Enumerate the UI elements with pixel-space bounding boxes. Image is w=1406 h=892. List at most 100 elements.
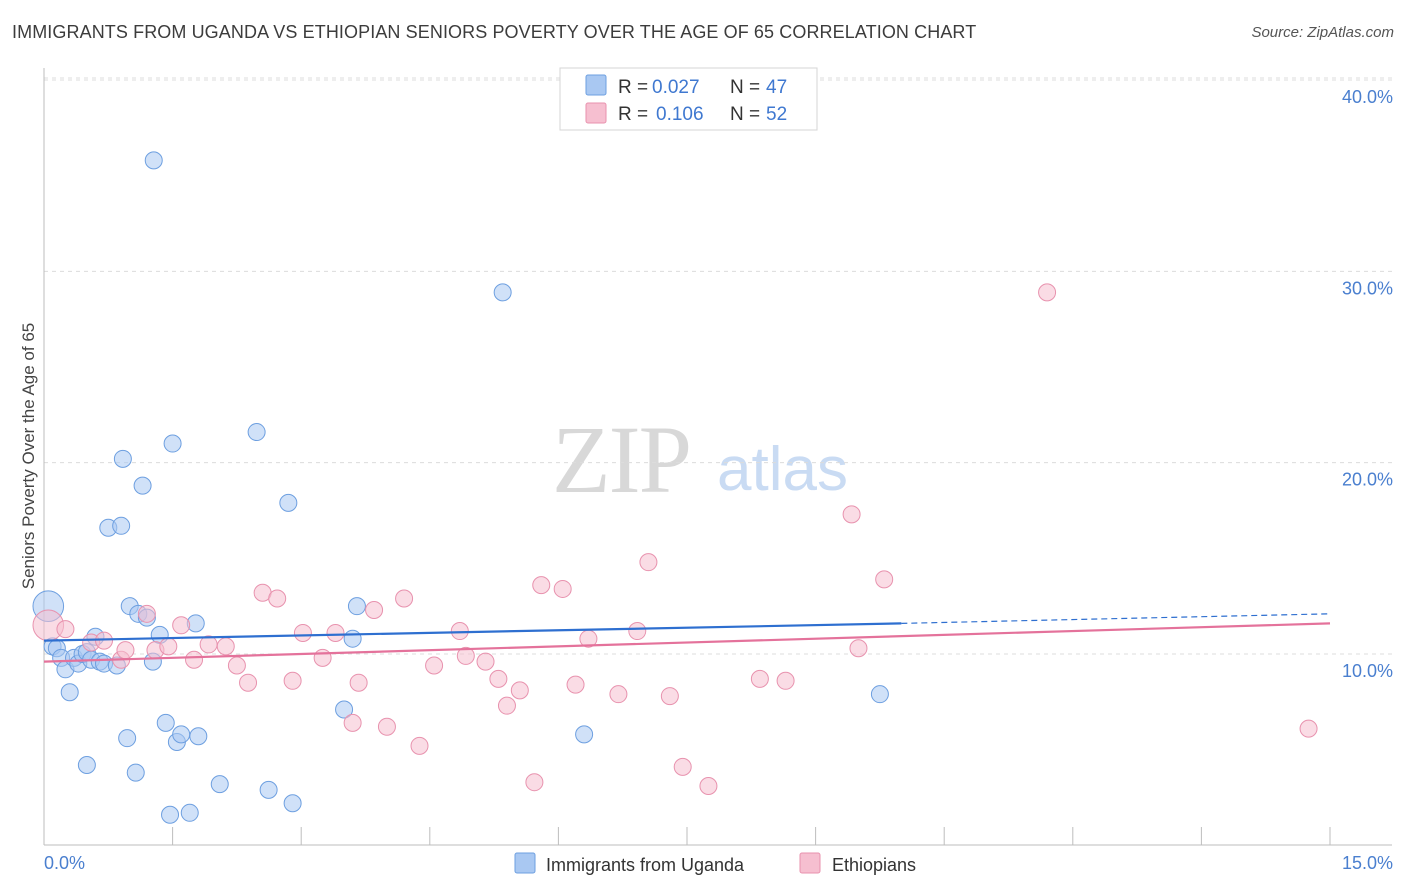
ethiopian-point	[326, 623, 345, 642]
ethiopian-point	[776, 671, 795, 690]
y-tick-label: 40.0%	[1342, 87, 1393, 107]
ethiopian-trend-line	[43, 622, 1331, 663]
legend: R = 0.027 N = 47 R = 0.106 N = 52	[559, 67, 818, 131]
ethiopian-point	[377, 717, 396, 736]
uganda-point	[172, 725, 191, 744]
ethiopian-point	[349, 673, 368, 692]
legend-r-value-1: 0.027	[652, 77, 700, 98]
ethiopian-point	[660, 687, 679, 706]
ethiopian-point	[553, 579, 572, 598]
uganda-points	[32, 151, 889, 824]
ethiopian-point	[268, 589, 287, 608]
ethiopian-points	[32, 283, 1318, 796]
x-minor-ticks	[172, 827, 1331, 845]
ethiopian-point	[283, 671, 302, 690]
uganda-point	[189, 727, 208, 746]
y-tick-label: 20.0%	[1342, 470, 1393, 490]
ethiopian-point	[1299, 719, 1318, 738]
uganda-point	[343, 629, 362, 648]
bottom-legend-swatch-pink	[799, 852, 821, 874]
uganda-trend-extension	[901, 613, 1331, 624]
ethiopian-point	[639, 553, 658, 572]
legend-n-value-2: 52	[766, 104, 787, 125]
uganda-point	[60, 683, 79, 702]
uganda-trend-line	[43, 622, 902, 642]
uganda-point	[113, 449, 132, 468]
ethiopian-point	[425, 656, 444, 675]
uganda-point	[283, 794, 302, 813]
ethiopian-point	[227, 656, 246, 675]
legend-r-label-1: R =	[618, 77, 648, 98]
uganda-point	[870, 685, 889, 704]
ethiopian-point	[1038, 283, 1057, 302]
uganda-point	[156, 713, 175, 732]
ethiopian-point	[313, 648, 332, 667]
ethiopian-point	[875, 570, 894, 589]
x-tick-label: 0.0%	[44, 853, 85, 873]
ethiopian-point	[489, 669, 508, 688]
ethiopian-point	[532, 576, 551, 595]
watermark-atlas: atlas	[717, 435, 848, 504]
y-tick-label: 10.0%	[1342, 661, 1393, 681]
uganda-point	[144, 151, 163, 170]
ethiopian-point	[476, 652, 495, 671]
ethiopian-point	[566, 675, 585, 694]
ethiopian-point	[525, 773, 544, 792]
y-tick-label: 30.0%	[1342, 278, 1393, 298]
ethiopian-point	[510, 681, 529, 700]
y-tick-labels: 10.0% 20.0% 30.0% 40.0%	[1342, 87, 1393, 681]
ethiopian-point	[410, 736, 429, 755]
y-axis-label: Seniors Poverty Over the Age of 65	[19, 323, 38, 589]
ethiopian-point	[699, 777, 718, 796]
ethiopian-point	[365, 600, 384, 619]
uganda-point	[575, 725, 594, 744]
uganda-point	[133, 476, 152, 495]
ethiopian-point	[159, 637, 178, 656]
ethiopian-point	[343, 713, 362, 732]
uganda-point	[210, 775, 229, 794]
ethiopian-point	[116, 641, 135, 660]
ethiopian-point	[239, 673, 258, 692]
ethiopian-point	[609, 685, 628, 704]
ethiopian-point	[216, 637, 235, 656]
legend-n-label-2: N =	[730, 104, 760, 125]
ethiopian-point	[842, 505, 861, 524]
ethiopian-point	[172, 616, 191, 635]
ethiopian-point	[750, 669, 769, 688]
uganda-point	[112, 516, 131, 535]
ethiopian-point	[497, 696, 516, 715]
uganda-point	[259, 780, 278, 799]
uganda-point	[77, 755, 96, 774]
source-credit: Source: ZipAtlas.com	[1251, 24, 1394, 41]
uganda-point	[161, 805, 180, 824]
uganda-point	[118, 729, 137, 748]
legend-swatch-pink	[585, 102, 607, 124]
ethiopian-point	[628, 622, 647, 641]
bottom-legend-label-uganda: Immigrants from Uganda	[546, 855, 745, 875]
legend-r-label-2: R =	[618, 104, 648, 125]
ethiopian-point	[185, 650, 204, 669]
chart-title: IMMIGRANTS FROM UGANDA VS ETHIOPIAN SENI…	[12, 22, 977, 42]
ethiopian-point	[673, 757, 692, 776]
ethiopian-point	[456, 646, 475, 665]
ethiopian-point	[137, 604, 156, 623]
trend-lines	[43, 613, 1331, 663]
uganda-point	[335, 700, 354, 719]
uganda-point	[126, 763, 145, 782]
uganda-point	[279, 493, 298, 512]
legend-swatch-blue	[585, 74, 607, 96]
ethiopian-point	[395, 589, 414, 608]
legend-n-value-1: 47	[766, 77, 787, 98]
uganda-point	[180, 803, 199, 822]
bottom-legend: Immigrants from Uganda Ethiopians	[514, 852, 916, 875]
watermark: ZIP atlas	[552, 406, 848, 513]
uganda-point	[493, 283, 512, 302]
legend-r-value-2: 0.106	[656, 104, 704, 125]
uganda-point	[163, 434, 182, 453]
ethiopian-point	[293, 623, 312, 642]
gridlines	[44, 77, 1392, 655]
legend-n-label-1: N =	[730, 77, 760, 98]
x-tick-label: 15.0%	[1342, 853, 1393, 873]
uganda-point	[347, 597, 366, 616]
